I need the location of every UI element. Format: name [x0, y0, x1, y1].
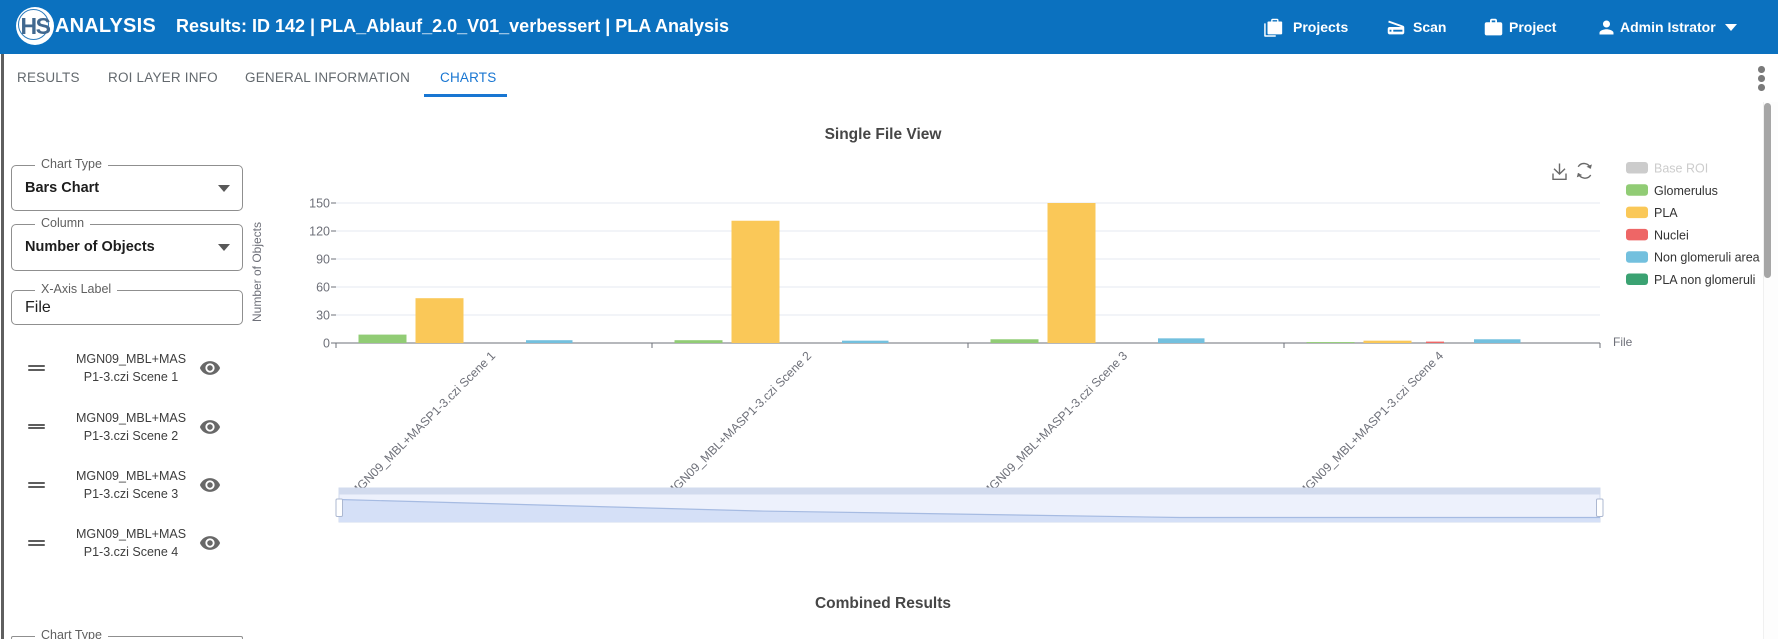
- svg-text:PLA non glomeruli: PLA non glomeruli: [1654, 273, 1755, 287]
- svg-text:MGN09_MBL+MASP1-3.czi Scene 4: MGN09_MBL+MASP1-3.czi Scene 4: [1295, 349, 1446, 500]
- svg-text:150: 150: [309, 197, 330, 211]
- svg-text:MGN09_MBL+MASP1-3.czi Scene 3: MGN09_MBL+MASP1-3.czi Scene 3: [979, 349, 1130, 500]
- svg-text:MGN09_MBL+MASP1-3.czi Scene 2: MGN09_MBL+MASP1-3.czi Scene 2: [663, 349, 814, 500]
- svg-text:Nuclei: Nuclei: [1654, 228, 1689, 242]
- svg-text:MGN09_MBL+MASP1-3.czi Scene 1: MGN09_MBL+MASP1-3.czi Scene 1: [347, 349, 498, 500]
- svg-text:0: 0: [323, 337, 330, 351]
- svg-text:60: 60: [316, 281, 330, 295]
- svg-text:Number of Objects: Number of Objects: [250, 222, 264, 322]
- svg-text:Base ROI: Base ROI: [1654, 162, 1708, 176]
- svg-text:PLA: PLA: [1654, 206, 1678, 220]
- svg-text:120: 120: [309, 225, 330, 239]
- svg-text:90: 90: [316, 253, 330, 267]
- svg-text:Glomerulus: Glomerulus: [1654, 184, 1718, 198]
- svg-text:30: 30: [316, 309, 330, 323]
- svg-text:Non glomeruli area: Non glomeruli area: [1654, 251, 1760, 265]
- svg-text:File: File: [1613, 335, 1633, 349]
